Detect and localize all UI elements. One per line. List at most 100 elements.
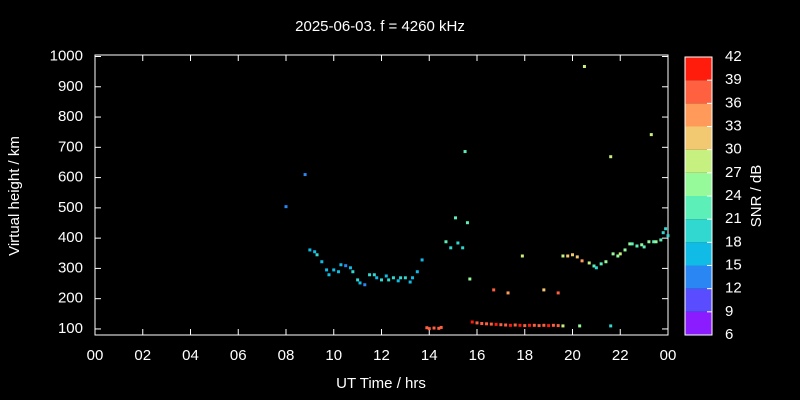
point [475, 321, 479, 325]
point [499, 323, 503, 327]
y-tick-label: 800 [58, 108, 83, 125]
point [640, 243, 644, 247]
colorbar-tick-label: 15 [725, 256, 742, 273]
point [337, 270, 341, 274]
point [664, 227, 668, 231]
point [454, 216, 458, 220]
point [492, 288, 496, 292]
colorbar-band [685, 242, 712, 266]
colorbar-band [685, 172, 712, 196]
point [437, 326, 441, 330]
point [523, 324, 527, 328]
point [320, 260, 324, 264]
point [351, 270, 355, 274]
x-tick-label: 00 [660, 347, 677, 364]
colorbar-tick-label: 33 [725, 117, 742, 134]
colorbar-tick-label: 21 [725, 210, 742, 227]
point [547, 324, 551, 328]
point [599, 262, 603, 266]
point [489, 322, 493, 326]
point [566, 254, 570, 258]
point [578, 324, 582, 328]
point [611, 252, 615, 256]
colorbar-band [685, 311, 712, 335]
point [356, 278, 360, 282]
point [399, 276, 403, 280]
colorbar-band [685, 57, 712, 81]
point [556, 324, 560, 328]
x-axis-label: UT Time / hrs [336, 375, 426, 392]
point [468, 277, 472, 281]
point [408, 280, 412, 284]
colorbar-tick-label: 9 [725, 303, 733, 320]
y-tick-label: 600 [58, 169, 83, 186]
colorbar-band [685, 126, 712, 150]
point [411, 276, 415, 280]
point [609, 324, 613, 328]
colorbar-tick-label: 39 [725, 71, 742, 88]
colorbar-band [685, 149, 712, 173]
point [647, 240, 651, 244]
x-tick-label: 06 [230, 347, 247, 364]
point [652, 240, 656, 244]
point [303, 173, 307, 177]
x-tick-label: 14 [421, 347, 438, 364]
point [520, 254, 524, 258]
y-tick-label: 200 [58, 290, 83, 307]
point [485, 322, 489, 326]
point [444, 240, 448, 244]
point [528, 323, 532, 327]
colorbar-band [685, 196, 712, 220]
point [628, 242, 632, 246]
point [504, 323, 508, 327]
x-tick-label: 22 [612, 347, 629, 364]
point [358, 281, 362, 285]
point [654, 240, 658, 244]
point [594, 266, 598, 270]
point [513, 323, 517, 327]
point [432, 326, 436, 330]
point [391, 276, 395, 280]
point [439, 325, 443, 329]
point [420, 258, 424, 262]
x-tick-label: 10 [325, 347, 342, 364]
x-tick-label: 18 [516, 347, 533, 364]
point [372, 273, 376, 277]
point [532, 323, 536, 327]
point [571, 253, 574, 257]
point [587, 261, 591, 265]
point [368, 273, 372, 277]
chart-title: 2025-06-03. f = 4260 kHz [295, 18, 465, 35]
point [592, 264, 596, 268]
point [327, 273, 331, 277]
point [508, 323, 512, 327]
y-tick-label: 700 [58, 138, 83, 155]
point [561, 254, 565, 258]
colorbar-tick-label: 30 [725, 141, 742, 158]
x-tick-label: 16 [469, 347, 486, 364]
point [470, 320, 474, 324]
x-tick-label: 12 [373, 347, 390, 364]
point [313, 250, 317, 254]
point [630, 242, 634, 246]
x-tick-label: 04 [182, 347, 199, 364]
point [551, 323, 555, 327]
colorbar-tick-label: 12 [725, 280, 742, 297]
x-tick-label: 02 [134, 347, 151, 364]
x-tick-label: 08 [278, 347, 295, 364]
point [339, 263, 343, 267]
point [542, 288, 546, 292]
point [506, 291, 510, 295]
colorbar-band [685, 219, 712, 243]
point [363, 283, 367, 287]
point [537, 324, 541, 328]
point [344, 264, 348, 268]
point [461, 246, 465, 250]
point [375, 276, 379, 280]
colorbar-label: SNR / dB [748, 165, 765, 228]
point [480, 321, 484, 325]
point [582, 65, 586, 69]
colorbar-tick-label: 42 [725, 48, 742, 65]
y-tick-label: 1000 [50, 47, 83, 64]
